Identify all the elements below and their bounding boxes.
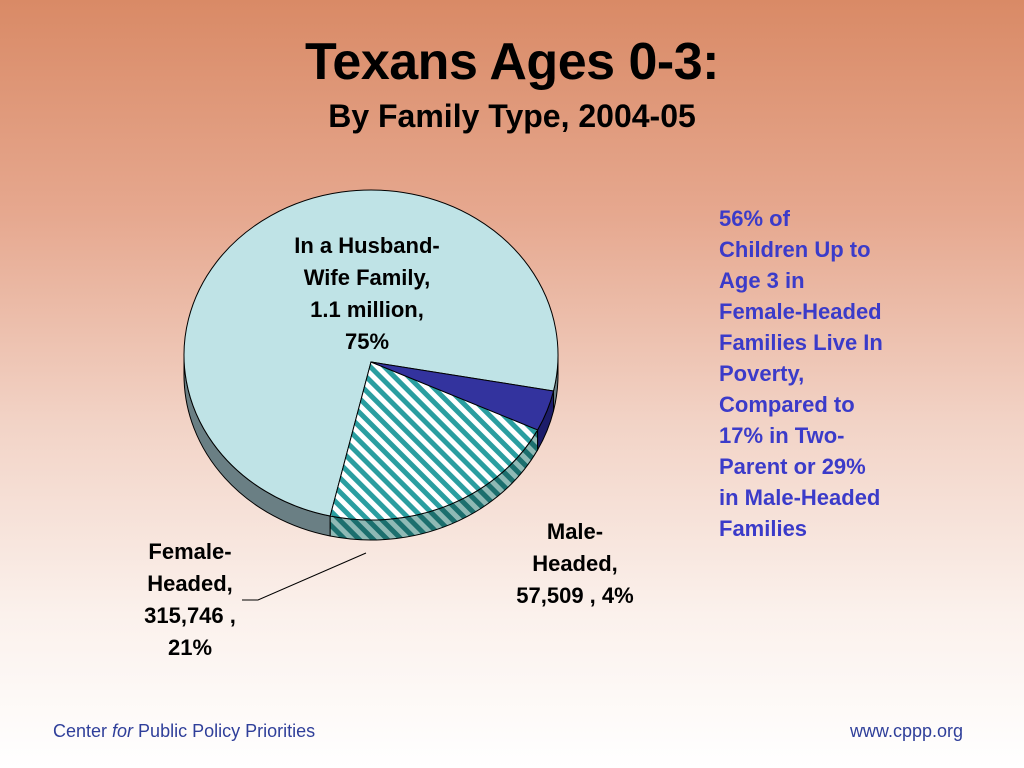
label-husband-wife: In a Husband- Wife Family, 1.1 million, …	[294, 233, 440, 354]
footer-org-italic: for	[112, 721, 134, 741]
footer-org-part1: Center	[53, 721, 113, 741]
chart-subtitle: By Family Type, 2004-05	[328, 98, 696, 134]
slice-female-headed	[329, 361, 539, 521]
poverty-callout: 56% of Children Up to Age 3 in Female-He…	[719, 206, 883, 541]
chart-title: Texans Ages 0-3:	[305, 33, 719, 91]
footer-organization: Center for Public Policy Priorities	[53, 721, 315, 742]
footer-org-part2: Public Policy Priorities	[133, 721, 316, 741]
footer-url[interactable]: www.cppp.org	[849, 721, 963, 741]
label-male-headed: Male- Headed, 57,509 , 4%	[516, 519, 634, 608]
label-female-headed: Female- Headed, 315,746 , 21%	[144, 539, 236, 660]
slice-husband-wife	[183, 189, 559, 517]
female-leader-line	[242, 552, 367, 601]
